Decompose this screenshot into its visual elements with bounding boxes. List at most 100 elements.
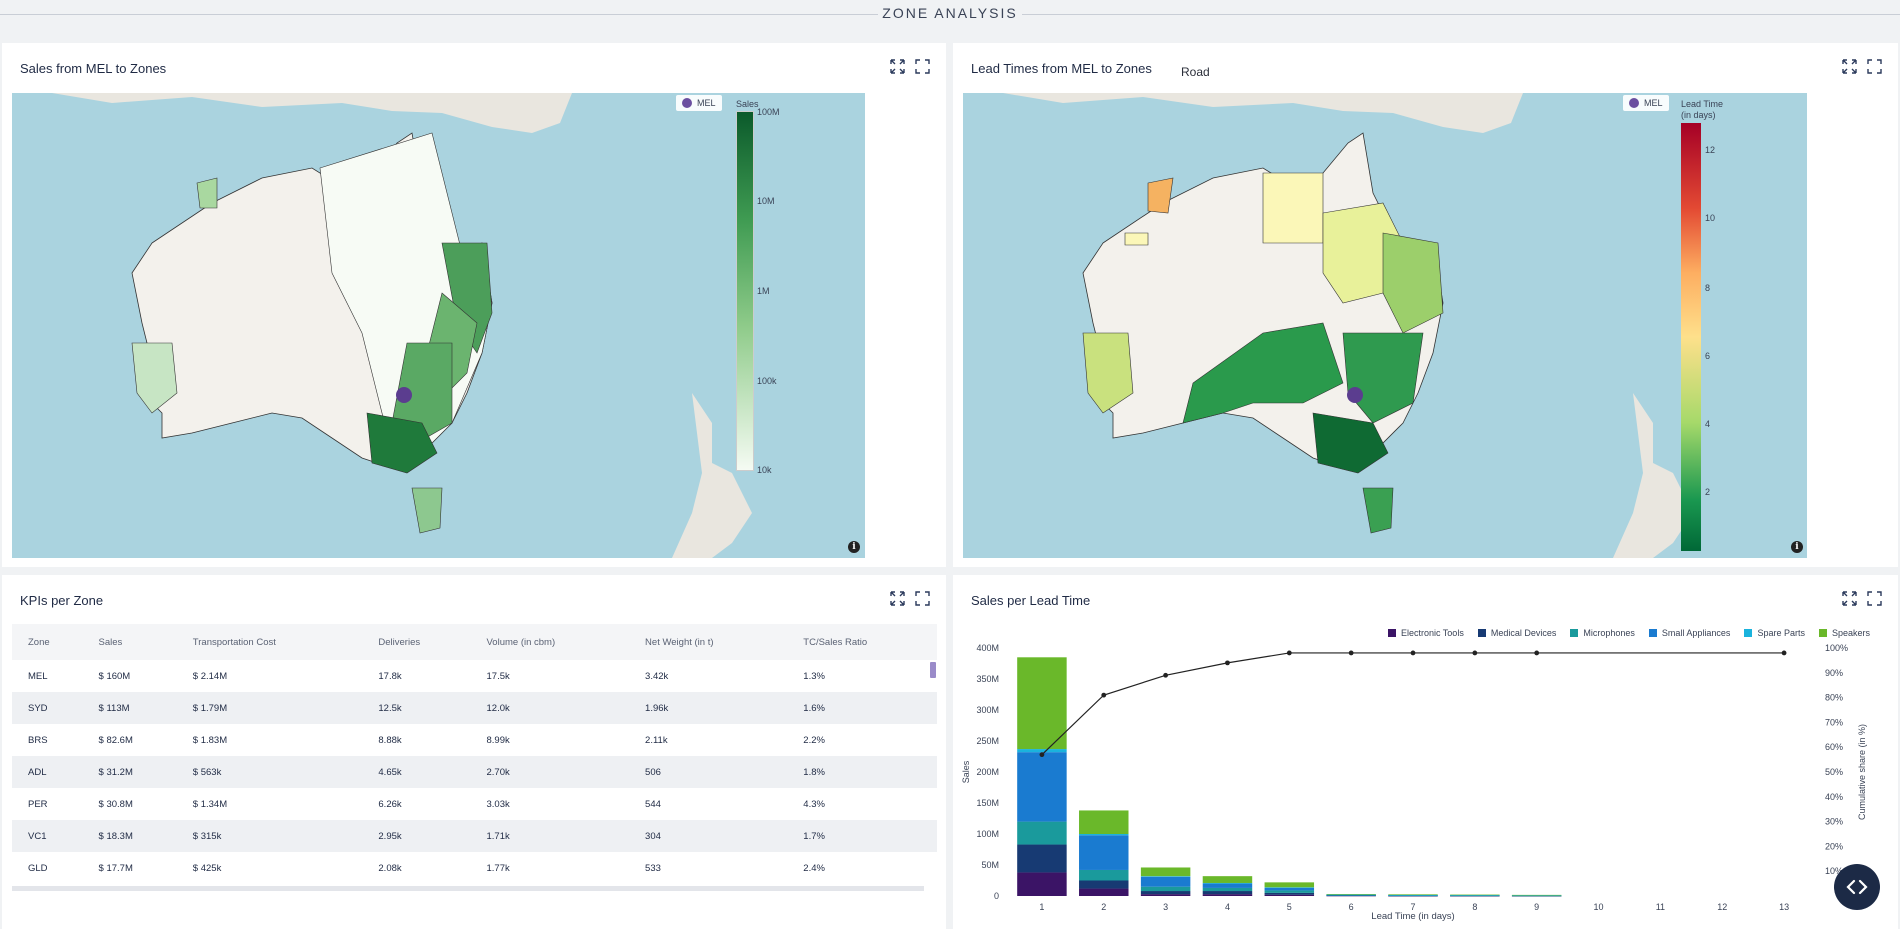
bar-segment[interactable] — [1388, 895, 1438, 897]
column-header[interactable]: Deliveries — [362, 624, 471, 660]
bar-segment[interactable] — [1079, 810, 1129, 834]
lead-tick-8: 8 — [1705, 283, 1711, 293]
bar-segment[interactable] — [1326, 895, 1376, 896]
bar-segment[interactable] — [1079, 869, 1129, 881]
column-header[interactable]: Sales — [82, 624, 177, 660]
sales-colorbar — [736, 111, 754, 471]
bar-segment[interactable] — [1450, 894, 1500, 896]
bar-segment[interactable] — [1140, 876, 1191, 887]
bar-segment[interactable] — [1079, 835, 1129, 870]
table-cell: 1.3% — [803, 670, 825, 682]
bar-segment[interactable] — [1017, 872, 1067, 896]
legend-item[interactable]: Small Appliances — [1648, 628, 1730, 638]
info-icon[interactable]: i — [1791, 541, 1803, 553]
table-horizontal-scrollbar[interactable] — [12, 886, 924, 891]
lead-map-marker-legend[interactable]: MEL — [1623, 95, 1669, 111]
bar-segment[interactable] — [1140, 891, 1191, 895]
column-header[interactable]: Transportation Cost — [176, 624, 363, 660]
y-tick-label: 150M — [976, 798, 999, 808]
bar-segment[interactable] — [1450, 895, 1500, 897]
bar-segment[interactable] — [1202, 887, 1253, 892]
bar-segment[interactable] — [1140, 867, 1191, 877]
table-cell: $ 1.79M — [176, 692, 363, 724]
expand-icon[interactable] — [1842, 59, 1857, 74]
expand-icon[interactable] — [1842, 591, 1857, 606]
table-row[interactable]: ADL $ 31.2M $ 563k 4.65k 2.70k 506 1.8% — [12, 756, 937, 788]
bar-segment[interactable] — [1326, 894, 1376, 895]
table-row[interactable]: VC1 $ 18.3M $ 315k 2.95k 1.71k 304 1.7% — [12, 820, 937, 852]
bar-segment[interactable] — [1017, 749, 1067, 753]
legend-item[interactable]: Electronic Tools — [1387, 628, 1464, 638]
bar-segment[interactable] — [1079, 834, 1129, 836]
table-scrollbar-thumb[interactable] — [930, 662, 936, 678]
legend-item[interactable]: Microphones — [1570, 628, 1635, 638]
table-row[interactable]: SYD $ 113M $ 1.79M 12.5k 12.0k 1.96k 1.6% — [12, 692, 937, 724]
fullscreen-icon[interactable] — [1867, 591, 1882, 606]
sales-map-marker-legend[interactable]: MEL — [676, 95, 722, 111]
header-rule-right — [1022, 14, 1900, 15]
zone-perth — [131, 342, 178, 414]
bar-segment[interactable] — [1450, 895, 1500, 896]
bar-segment[interactable] — [1202, 894, 1253, 896]
bar-segment[interactable] — [1264, 887, 1315, 888]
lead-map[interactable]: MEL Lead Time (in days) 12 10 8 6 4 2 i — [963, 93, 1807, 558]
legend-item[interactable]: Speakers — [1818, 628, 1870, 638]
bar-segment[interactable] — [1326, 895, 1376, 896]
column-header[interactable]: TC/Sales Ratio — [787, 624, 937, 660]
bar-segment[interactable] — [1202, 891, 1253, 895]
kpi-table: Zone Sales Transportation Cost Deliverie… — [12, 624, 937, 884]
bar-segment[interactable] — [1202, 876, 1253, 883]
sales-map[interactable]: MEL Sales 100M 10M 1M 100k 10k i — [12, 93, 865, 558]
table-row[interactable]: GLD $ 17.7M $ 425k 2.08k 1.77k 533 2.4% — [12, 852, 937, 884]
bar-segment[interactable] — [1202, 882, 1253, 884]
sales-per-lead-time-chart[interactable]: 0 50M 100M 150M 200M 250M 300M 350M 400M 10% 20% 30… — [953, 629, 1898, 929]
bar-segment[interactable] — [1264, 894, 1315, 896]
bar-segment[interactable] — [1140, 876, 1191, 877]
legend-item[interactable]: Medical Devices — [1477, 628, 1556, 638]
bar-segment[interactable] — [1511, 894, 1562, 896]
column-header[interactable]: Net Weight (in t) — [629, 624, 788, 660]
table-row[interactable]: PER $ 30.8M $ 1.34M 6.26k 3.03k 544 4.3% — [12, 788, 937, 820]
bar-segment[interactable] — [1017, 752, 1067, 822]
bar-segment[interactable] — [1388, 894, 1438, 895]
table-cell: $ 315k — [176, 820, 363, 852]
bar-segment[interactable] — [1511, 895, 1562, 896]
bar-segment[interactable] — [1202, 883, 1253, 888]
table-row[interactable]: MEL $ 160M $ 2.14M 17.8k 17.5k 3.42k 1.3% — [12, 660, 937, 692]
fullscreen-icon[interactable] — [915, 591, 930, 606]
expand-icon[interactable] — [890, 59, 905, 74]
legend-item[interactable]: Spare Parts — [1744, 628, 1805, 638]
column-header[interactable]: Volume (in cbm) — [470, 624, 630, 660]
bar-segment[interactable] — [1140, 886, 1191, 892]
bar-segment[interactable] — [1140, 894, 1191, 896]
table-cell: 1.71k — [470, 820, 630, 852]
sales-map-canvas[interactable] — [12, 93, 865, 558]
bar-segment[interactable] — [1326, 895, 1376, 897]
bar-segment[interactable] — [1079, 888, 1129, 896]
lead-tick-6: 6 — [1705, 351, 1711, 361]
bar-segment[interactable] — [1017, 844, 1067, 873]
bar-segment[interactable] — [1079, 880, 1129, 889]
bar-segment[interactable] — [1326, 894, 1376, 896]
bar-segment[interactable] — [1264, 892, 1315, 895]
table-cell: 4.65k — [362, 756, 471, 788]
fullscreen-icon[interactable] — [1867, 59, 1882, 74]
bar-segment[interactable] — [1264, 887, 1315, 891]
bar-segment[interactable] — [1388, 894, 1438, 896]
info-icon[interactable]: i — [848, 541, 860, 553]
bar-segment[interactable] — [1017, 657, 1067, 750]
column-header[interactable]: Zone — [12, 624, 83, 660]
expand-icon[interactable] — [890, 591, 905, 606]
fullscreen-icon[interactable] — [915, 59, 930, 74]
code-toggle-button[interactable] — [1834, 864, 1880, 910]
bar-segment[interactable] — [1388, 895, 1438, 896]
lead-map-canvas[interactable] — [963, 93, 1807, 558]
x-tick-label: 13 — [1779, 902, 1789, 912]
table-row[interactable]: BRS $ 82.6M $ 1.83M 8.88k 8.99k 2.11k 2.2% — [12, 724, 937, 756]
mel-marker[interactable] — [396, 387, 412, 403]
mel-marker[interactable] — [1347, 387, 1363, 403]
bar-segment[interactable] — [1264, 890, 1315, 893]
table-cell: $ 563k — [176, 756, 363, 788]
bar-segment[interactable] — [1264, 882, 1315, 888]
bar-segment[interactable] — [1017, 821, 1067, 845]
